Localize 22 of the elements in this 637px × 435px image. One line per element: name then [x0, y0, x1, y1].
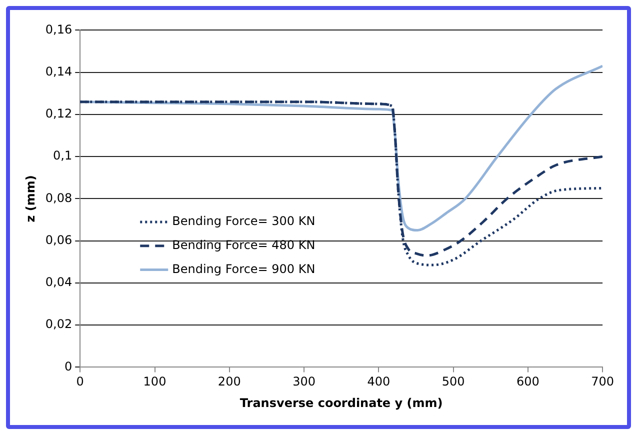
x-tick-label: 700 [591, 374, 614, 389]
y-tick-label: 0,06 [45, 232, 72, 247]
x-tick-label: 100 [143, 374, 166, 389]
y-tick-label: 0 [64, 359, 72, 374]
y-tick-label: 0,14 [45, 64, 72, 78]
y-tick-label: 0,16 [45, 22, 72, 36]
legend-label: Bending Force= 480 KN [172, 238, 316, 252]
y-tick-label: 0,1 [53, 148, 72, 163]
x-tick-label: 500 [442, 374, 465, 389]
x-tick-label: 300 [292, 374, 316, 389]
x-tick-label: 200 [218, 374, 241, 389]
y-tick-label: 0,08 [45, 190, 72, 205]
legend-label: Bending Force= 300 KN [172, 214, 316, 228]
x-axis-title: Transverse coordinate y (mm) [240, 396, 443, 410]
x-tick-label: 600 [516, 374, 540, 389]
x-tick-label: 0 [76, 374, 84, 389]
y-axis-title: z (mm) [23, 175, 38, 222]
y-tick-label: 0,04 [45, 275, 72, 290]
legend-label: Bending Force= 900 KN [172, 262, 316, 276]
y-tick-label: 0,12 [45, 106, 72, 121]
x-tick-label: 400 [367, 374, 390, 389]
y-tick-label: 0,02 [45, 317, 72, 332]
